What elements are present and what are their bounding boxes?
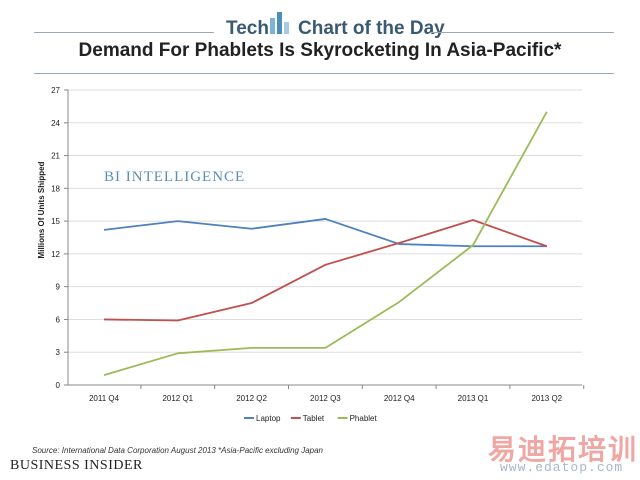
y-tick-label: 0 [56, 381, 61, 390]
header-right-rule [430, 32, 614, 33]
series-line-tablet [103, 219, 548, 322]
series-line-phablet [103, 111, 548, 377]
x-tick-labels: 2011 Q4 2012 Q1 2012 Q2 2012 Q3 2012 Q4 2013 … [89, 394, 563, 403]
y-axis-label: Millions Of Units Shipped [37, 161, 46, 258]
header-chart-of-day-label: Chart of the Day [298, 18, 445, 39]
x-tick-label: 2012 Q4 [384, 394, 415, 403]
title-rule [34, 73, 614, 74]
legend: Laptop Tablet Phablet [244, 414, 378, 423]
header-tech-label: Tech [226, 18, 269, 39]
x-tick-label: 2012 Q3 [310, 394, 341, 403]
legend-label-tablet: Tablet [303, 414, 325, 423]
header-left-rule [34, 32, 214, 33]
y-tick-label: 18 [51, 184, 60, 193]
bi-intelligence-watermark: BI INTELLIGENCE [104, 169, 245, 185]
y-tick-label: 15 [51, 217, 60, 226]
x-tick-label: 2013 Q2 [531, 394, 562, 403]
y-tick-label: 21 [51, 152, 60, 161]
bar-chart-icon [270, 12, 289, 34]
chart-of-the-day-header: Tech Chart of the Day [0, 8, 640, 40]
business-insider-logo: BUSINESS INSIDER [10, 458, 143, 473]
x-tick-label: 2013 Q1 [458, 394, 489, 403]
x-tick-label: 2011 Q4 [89, 394, 120, 403]
y-tick-label: 12 [51, 250, 60, 259]
y-tick-labels: 0 3 6 9 12 15 18 21 24 27 [51, 86, 60, 390]
x-tick-label: 2012 Q2 [236, 394, 267, 403]
chart-title: Demand For Phablets Is Skyrocketing In A… [78, 40, 562, 61]
axes [64, 89, 585, 389]
gridlines [68, 89, 582, 353]
y-tick-label: 9 [56, 283, 61, 292]
y-tick-label: 24 [51, 119, 60, 128]
series-lines [103, 111, 548, 377]
legend-label-laptop: Laptop [256, 414, 281, 423]
x-tick-label: 2012 Q1 [162, 394, 193, 403]
y-tick-label: 6 [56, 315, 61, 324]
edatop-watermark: 易迪拓培训 [488, 434, 639, 465]
y-tick-label: 27 [51, 86, 60, 95]
y-tick-label: 3 [56, 348, 61, 357]
source-note: Source: International Data Corporation A… [32, 446, 323, 455]
legend-label-phablet: Phablet [350, 414, 378, 423]
edatop-url-watermark: www.edatop.com [500, 460, 624, 475]
